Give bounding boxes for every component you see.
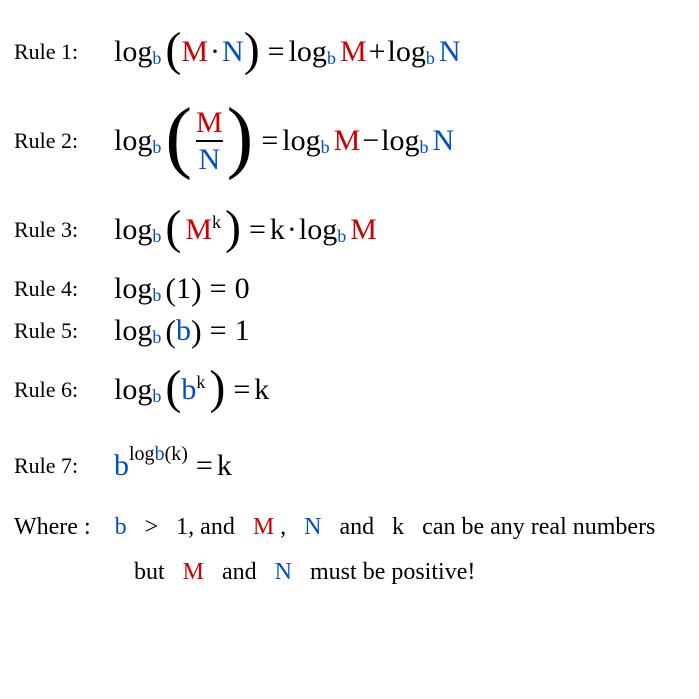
gt: > [145, 514, 159, 540]
tail-text: must be positive! [310, 559, 475, 585]
exp-k: k [212, 213, 221, 231]
var-m: M [181, 37, 208, 67]
var-m: M [334, 126, 361, 156]
base-b: b [321, 138, 330, 156]
and-text: and [340, 514, 375, 540]
base-b: b [155, 443, 165, 465]
plus: + [369, 37, 386, 67]
rule-3-label: Rule 3: [14, 217, 114, 243]
equals: = [210, 274, 227, 304]
rule-5-equation: log b ( b ) = 1 [114, 316, 250, 346]
var-b: b [176, 316, 191, 346]
base-b: b [152, 328, 161, 346]
rule-4-row: Rule 4: log b ( 1 ) = 0 [14, 274, 685, 304]
rule-7-label: Rule 7: [14, 453, 114, 479]
equals: = [261, 126, 278, 156]
equals: = [233, 375, 250, 405]
equals: = [196, 451, 213, 481]
rule-4-label: Rule 4: [14, 276, 114, 302]
log-text: log [114, 375, 152, 405]
equals: = [210, 316, 227, 346]
var-m: M [185, 215, 212, 245]
var-m: M [183, 559, 204, 585]
var-b: b [181, 375, 196, 405]
minus: − [362, 126, 379, 156]
log-text: log [129, 443, 155, 465]
rule-1-label: Rule 1: [14, 39, 114, 65]
log-text: log [114, 215, 152, 245]
rule-2-label: Rule 2: [14, 128, 114, 154]
rule-4-equation: log b ( 1 ) = 0 [114, 274, 250, 304]
var-n: N [222, 37, 244, 67]
base-b: b [152, 387, 161, 405]
rule-1-row: Rule 1: log b ( M · N ) = log b M + log … [14, 20, 685, 84]
rule-3-row: Rule 3: log b ( M k ) = k · log b M [14, 198, 685, 262]
condition-line-1: Where : b > 1, and M , N and k can be an… [14, 514, 685, 541]
var-k: k [392, 514, 404, 540]
rparen: ) [181, 443, 188, 465]
var-n: N [198, 144, 220, 176]
zero: 0 [235, 274, 250, 304]
var-m: M [196, 107, 223, 139]
cond-tail: 1, and [176, 514, 235, 540]
rule-2-row: Rule 2: log b ( M N ) = log b M − log b … [14, 96, 685, 186]
fraction-bar [196, 140, 223, 142]
var-b: b [115, 514, 127, 540]
log-text: log [299, 215, 337, 245]
comma: , [280, 514, 286, 540]
base-b: b [152, 138, 161, 156]
exponent-logbk: logb(k) [129, 444, 188, 464]
var-n: N [275, 559, 292, 585]
var-k: k [217, 451, 232, 481]
equals: = [268, 37, 285, 67]
tail-text: can be any real numbers [422, 514, 655, 540]
log-text: log [381, 126, 419, 156]
base-b: b [327, 49, 336, 67]
exp-k: k [196, 373, 205, 391]
and-text: and [222, 559, 257, 585]
log-text: log [388, 37, 426, 67]
log-text: log [289, 37, 327, 67]
var-b: b [114, 451, 129, 481]
rule-5-label: Rule 5: [14, 318, 114, 344]
rule-6-equation: log b ( b k ) = k [114, 375, 269, 405]
log-text: log [114, 274, 152, 304]
base-b: b [337, 227, 346, 245]
var-n: N [433, 126, 455, 156]
base-b: b [426, 49, 435, 67]
base-b: b [152, 49, 161, 67]
but-text: but [134, 559, 165, 585]
one: 1 [235, 316, 250, 346]
base-b: b [152, 286, 161, 304]
rule-2-equation: log b ( M N ) = log b M − log b N [114, 107, 454, 176]
var-n: N [304, 514, 321, 540]
var-k: k [171, 443, 181, 465]
base-b: b [152, 227, 161, 245]
var-n: N [439, 37, 461, 67]
cdot: · [210, 37, 220, 67]
one: 1 [176, 274, 191, 304]
log-text: log [114, 37, 152, 67]
base-b: b [420, 138, 429, 156]
var-m: M [340, 37, 367, 67]
where-text: Where : [14, 514, 91, 540]
fraction-m-over-n: M N [196, 107, 223, 176]
equals: = [249, 215, 266, 245]
rule-1-equation: log b ( M · N ) = log b M + log b N [114, 37, 461, 67]
rule-6-label: Rule 6: [14, 377, 114, 403]
rule-7-row: Rule 7: b logb(k) = k [14, 434, 685, 498]
var-m: M [350, 215, 377, 245]
rule-5-row: Rule 5: log b ( b ) = 1 [14, 316, 685, 346]
rule-3-equation: log b ( M k ) = k · log b M [114, 215, 377, 245]
var-k: k [254, 375, 269, 405]
log-text: log [114, 126, 152, 156]
log-text: log [282, 126, 320, 156]
rule-6-row: Rule 6: log b ( b k ) = k [14, 358, 685, 422]
cdot: · [287, 215, 297, 245]
var-k: k [270, 215, 285, 245]
log-text: log [114, 316, 152, 346]
rule-7-equation: b logb(k) = k [114, 451, 232, 481]
condition-line-2: but M and N must be positive! [134, 559, 685, 586]
var-m: M [253, 514, 274, 540]
